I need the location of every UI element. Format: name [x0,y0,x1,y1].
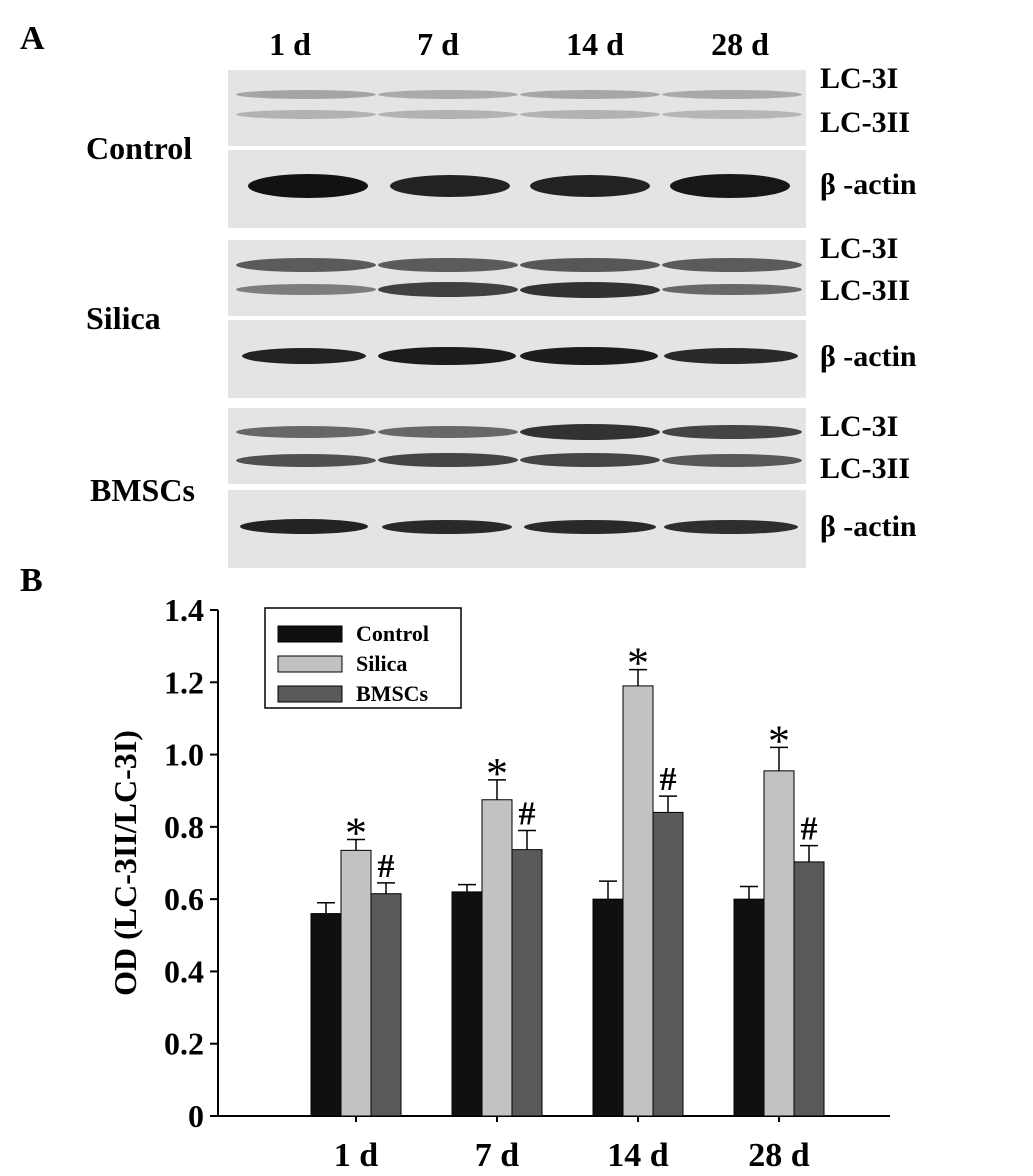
band-label-control-lc3i: LC-3I [820,62,899,95]
hash-mark: # [660,761,677,798]
group-label-bmscs: BMSCs [90,472,195,508]
bar-chart: 0 0.2 0.4 0.6 0.8 1.0 1.2 1.4 OD (LC-3II/LC-3I) 1… [107,592,890,1174]
y-tick-label: 0.4 [164,953,204,989]
chart-axes: 0 0.2 0.4 0.6 0.8 1.0 1.2 1.4 OD (LC-3II/LC-3I) 1… [107,592,890,1174]
significance-mark: * [345,809,367,858]
blot-control-lc3 [228,70,806,146]
bar-control-1d [310,913,342,1117]
legend-label: Control [356,621,429,646]
lane-label-1d: 1 d [269,26,311,62]
blot-control-actin [228,150,806,228]
x-tick-label: 7 d [475,1137,520,1174]
band-label-silica-actin: β -actin [820,340,917,373]
bar-silica-7d [481,799,513,1117]
bar-control-7d [451,891,483,1117]
bar-bmscs-1d [370,893,402,1117]
y-tick-label: 0.6 [164,881,204,917]
band-label-bmscs-lc3ii: LC-3II [820,452,911,485]
band-label-bmscs-actin: β -actin [820,510,917,543]
y-axis-label: OD (LC-3II/LC-3I) [107,730,143,996]
bar-silica-14d [622,685,654,1117]
hash-mark: # [801,811,818,848]
x-tick-label: 1 d [334,1137,379,1174]
lane-label-7d: 7 d [417,26,459,62]
legend-swatch [277,625,343,643]
y-tick-label: 1.2 [164,664,204,700]
y-tick-label: 0.8 [164,809,204,845]
significance-mark: * [768,716,790,765]
y-tick-label: 1.4 [164,592,204,628]
chart-legend: Control Silica BMSCs [264,607,462,709]
group-label-control: Control [86,130,193,166]
legend-label: BMSCs [356,681,429,706]
bar-silica-1d [340,849,372,1117]
bar-bmscs-28d [793,861,825,1117]
lane-label-14d: 14 d [566,26,624,62]
blot-bmscs-actin [228,490,806,568]
bar-silica-28d [763,770,795,1117]
significance-mark: * [486,749,508,798]
y-tick-label: 0 [188,1098,204,1134]
band-label-silica-lc3ii: LC-3II [820,274,911,307]
hash-mark: # [519,795,536,832]
panel-b-letter: B [20,562,43,599]
y-tick-label: 0.2 [164,1026,204,1062]
band-label-silica-lc3i: LC-3I [820,232,899,265]
legend-swatch [277,685,343,703]
x-tick-label: 28 d [748,1137,810,1174]
lane-label-28d: 28 d [711,26,769,62]
bar-control-28d [733,898,765,1117]
group-label-silica: Silica [86,300,161,336]
bar-bmscs-14d [652,811,684,1117]
significance-mark: * [627,639,649,688]
legend-swatch [277,655,343,673]
bar-control-14d [592,898,624,1117]
blot-bmscs-lc3 [228,408,806,484]
band-label-control-lc3ii: LC-3II [820,106,911,139]
x-tick-label: 14 d [607,1137,669,1174]
y-tick-label: 1.0 [164,737,204,773]
band-label-bmscs-lc3i: LC-3I [820,410,899,443]
panel-a-letter: A [20,20,45,57]
hash-mark: # [378,848,395,885]
bar-bmscs-7d [511,849,543,1117]
band-label-control-actin: β -actin [820,168,917,201]
legend-label: Silica [356,651,407,676]
blot-silica-actin [228,320,806,398]
blot-silica-lc3 [228,240,806,316]
chart-bars: * # * # * # * # [310,639,825,1117]
